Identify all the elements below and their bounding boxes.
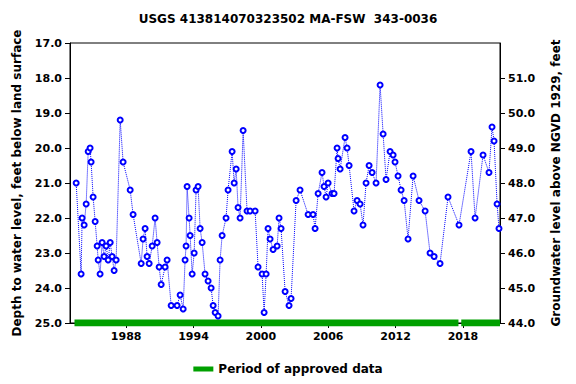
svg-text:48.0: 48.0	[508, 177, 535, 190]
svg-text:1988: 1988	[111, 330, 142, 343]
svg-text:51.0: 51.0	[508, 72, 535, 85]
svg-text:1994: 1994	[178, 330, 209, 343]
svg-text:20.0: 20.0	[35, 142, 62, 155]
svg-text:Period of approved data: Period of approved data	[218, 362, 382, 376]
svg-text:46.0: 46.0	[508, 247, 535, 260]
svg-text:22.0: 22.0	[35, 212, 62, 225]
svg-text:Groundwater level above NGVD 1: Groundwater level above NGVD 1929, feet	[549, 39, 563, 326]
svg-text:21.0: 21.0	[35, 177, 62, 190]
svg-text:19.0: 19.0	[35, 107, 62, 120]
svg-text:23.0: 23.0	[35, 247, 62, 260]
svg-text:24.0: 24.0	[35, 282, 62, 295]
svg-text:47.0: 47.0	[508, 212, 535, 225]
svg-text:25.0: 25.0	[35, 317, 62, 330]
svg-text:USGS 413814070323502 MA-FSW 3: USGS 413814070323502 MA-FSW 343-0036	[139, 12, 438, 26]
svg-text:2018: 2018	[448, 330, 479, 343]
svg-text:2000: 2000	[246, 330, 277, 343]
svg-text:2012: 2012	[380, 330, 411, 343]
svg-text:18.0: 18.0	[35, 72, 62, 85]
svg-text:45.0: 45.0	[508, 282, 535, 295]
svg-text:17.0: 17.0	[35, 37, 62, 50]
svg-text:Depth to water level, feet bel: Depth to water level, feet below land su…	[10, 30, 24, 337]
svg-text:2006: 2006	[313, 330, 344, 343]
svg-text:44.0: 44.0	[508, 317, 535, 330]
svg-text:50.0: 50.0	[508, 107, 535, 120]
svg-text:49.0: 49.0	[508, 142, 535, 155]
